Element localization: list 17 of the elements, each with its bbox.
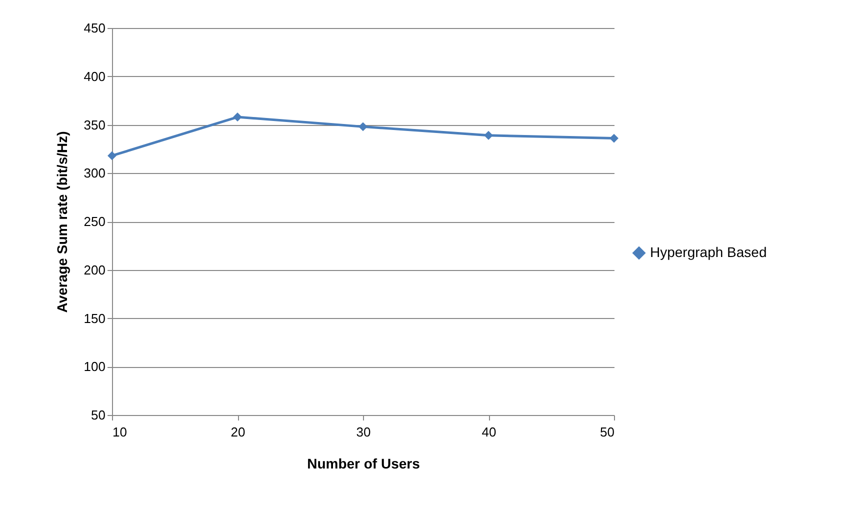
legend-label: Hypergraph Based: [650, 244, 767, 260]
y-tick-label: 250: [84, 214, 106, 229]
y-tick-label: 350: [84, 117, 106, 132]
y-axis-title: Average Sum rate (bit/s/Hz): [54, 131, 70, 313]
x-axis-title: Number of Users: [307, 456, 420, 472]
y-tick-label: 200: [84, 262, 106, 278]
y-tick-label: 100: [84, 359, 106, 374]
x-tick-label: 30: [356, 424, 371, 440]
y-tick-label: 50: [91, 408, 106, 422]
y-tick-label: 300: [84, 166, 106, 181]
x-tick-label: 20: [230, 424, 246, 440]
x-tick-label: 50: [600, 424, 614, 440]
x-tick-label: 10: [112, 424, 127, 440]
y-tick-label: 150: [84, 310, 106, 326]
y-tick-label: 400: [84, 68, 106, 84]
y-tick-label: 450: [84, 20, 106, 36]
x-tick-label: 40: [482, 424, 496, 440]
